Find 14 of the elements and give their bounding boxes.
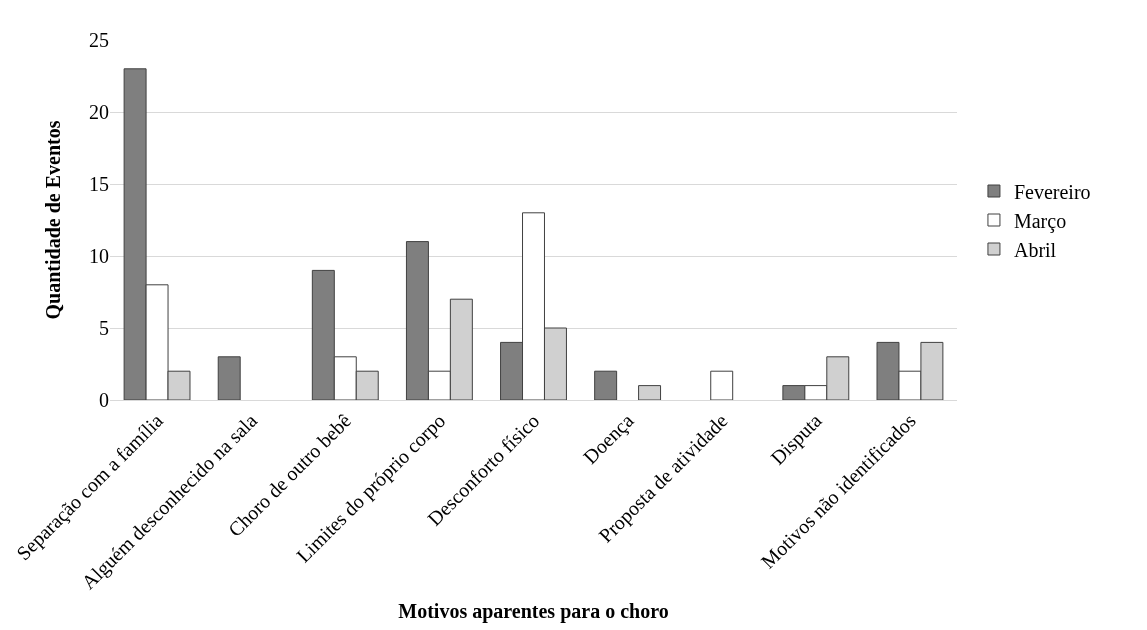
y-tick-label: 5 — [99, 317, 109, 339]
bar — [594, 370, 618, 400]
y-axis-title: Quantidade de Eventos — [42, 120, 64, 320]
y-tick-label: 20 — [89, 101, 109, 123]
x-axis-title: Motivos aparentes para o choro — [398, 599, 669, 623]
y-tick-label: 10 — [89, 245, 109, 267]
y-tick-label: 0 — [99, 389, 109, 411]
y-tick-label: 25 — [89, 29, 109, 51]
legend-label: Março — [1013, 209, 1067, 233]
legend-label: Fevereiro — [1013, 180, 1091, 203]
y-tick-label: 15 — [89, 173, 109, 195]
bar — [710, 370, 734, 400]
bar — [217, 356, 241, 400]
legend-label: Abril — [1013, 238, 1057, 261]
